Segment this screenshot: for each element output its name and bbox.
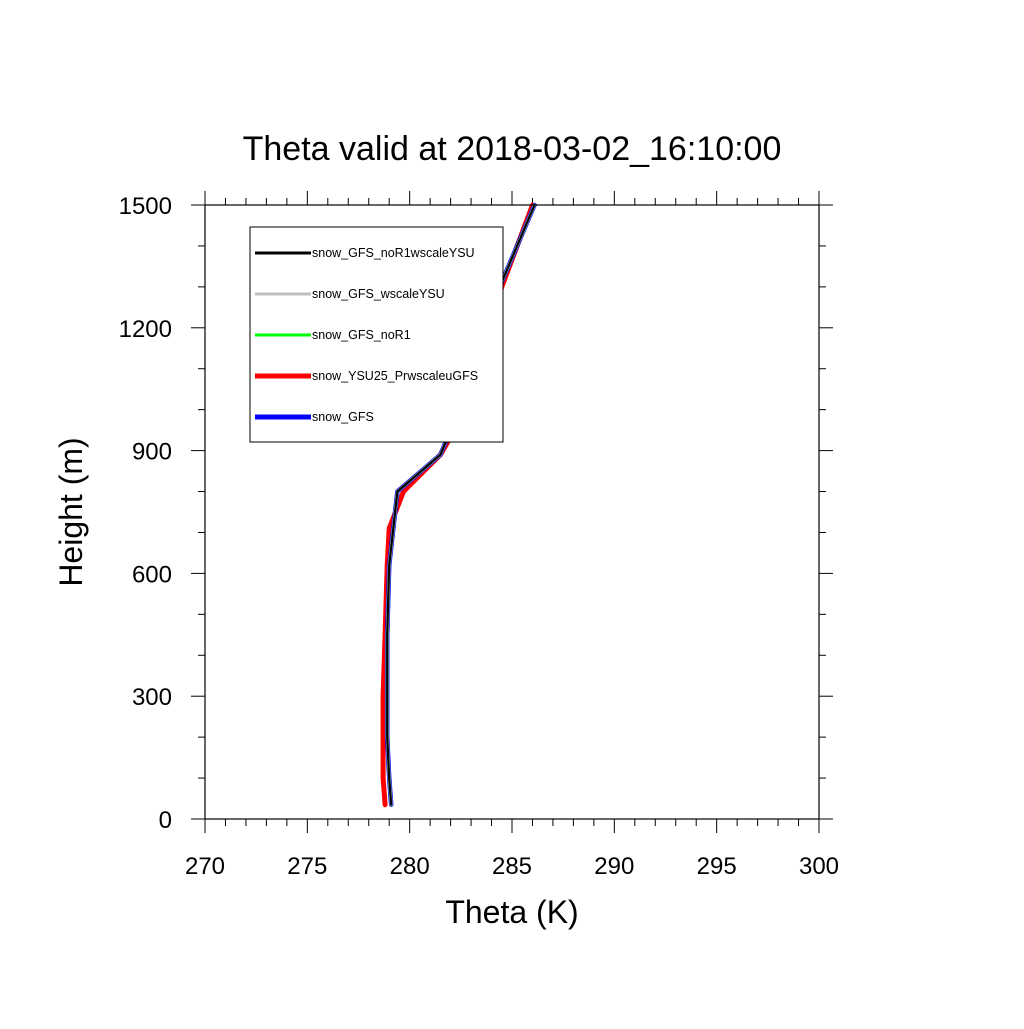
x-tick-label: 300 — [799, 853, 839, 880]
axis-ticks: 270 275 280 285 290 295 300 0 300 600 900 1200 1500 — [119, 191, 839, 880]
y-tick-label: 0 — [159, 807, 172, 834]
x-tick-label: 280 — [390, 853, 430, 880]
legend-label: snow_YSU25_PrwscaleuGFS — [312, 369, 478, 383]
legend-label: snow_GFS_wscaleYSU — [312, 287, 445, 301]
legend-label: snow_GFS — [312, 410, 374, 424]
x-tick-label: 290 — [594, 853, 634, 880]
legend-label: snow_GFS_noR1 — [312, 328, 411, 342]
x-tick-label: 270 — [185, 853, 225, 880]
y-tick-label: 300 — [132, 684, 172, 711]
y-tick-label: 1500 — [119, 193, 172, 220]
y-axis-title: Height (m) — [53, 437, 89, 586]
y-tick-label: 900 — [132, 439, 172, 466]
plot-frame — [204, 204, 820, 820]
x-axis-title: Theta (K) — [445, 894, 578, 930]
chart-title: Theta valid at 2018-03-02_16:10:00 — [243, 130, 782, 168]
legend-label: snow_GFS_noR1wscaleYSU — [312, 246, 475, 260]
x-tick-label: 275 — [287, 853, 327, 880]
x-tick-label: 295 — [697, 853, 737, 880]
x-tick-label: 285 — [492, 853, 532, 880]
y-tick-label: 1200 — [119, 316, 172, 343]
legend: snow_GFS_noR1wscaleYSU snow_GFS_wscaleYSU… — [249, 226, 504, 443]
y-tick-label: 600 — [132, 561, 172, 588]
